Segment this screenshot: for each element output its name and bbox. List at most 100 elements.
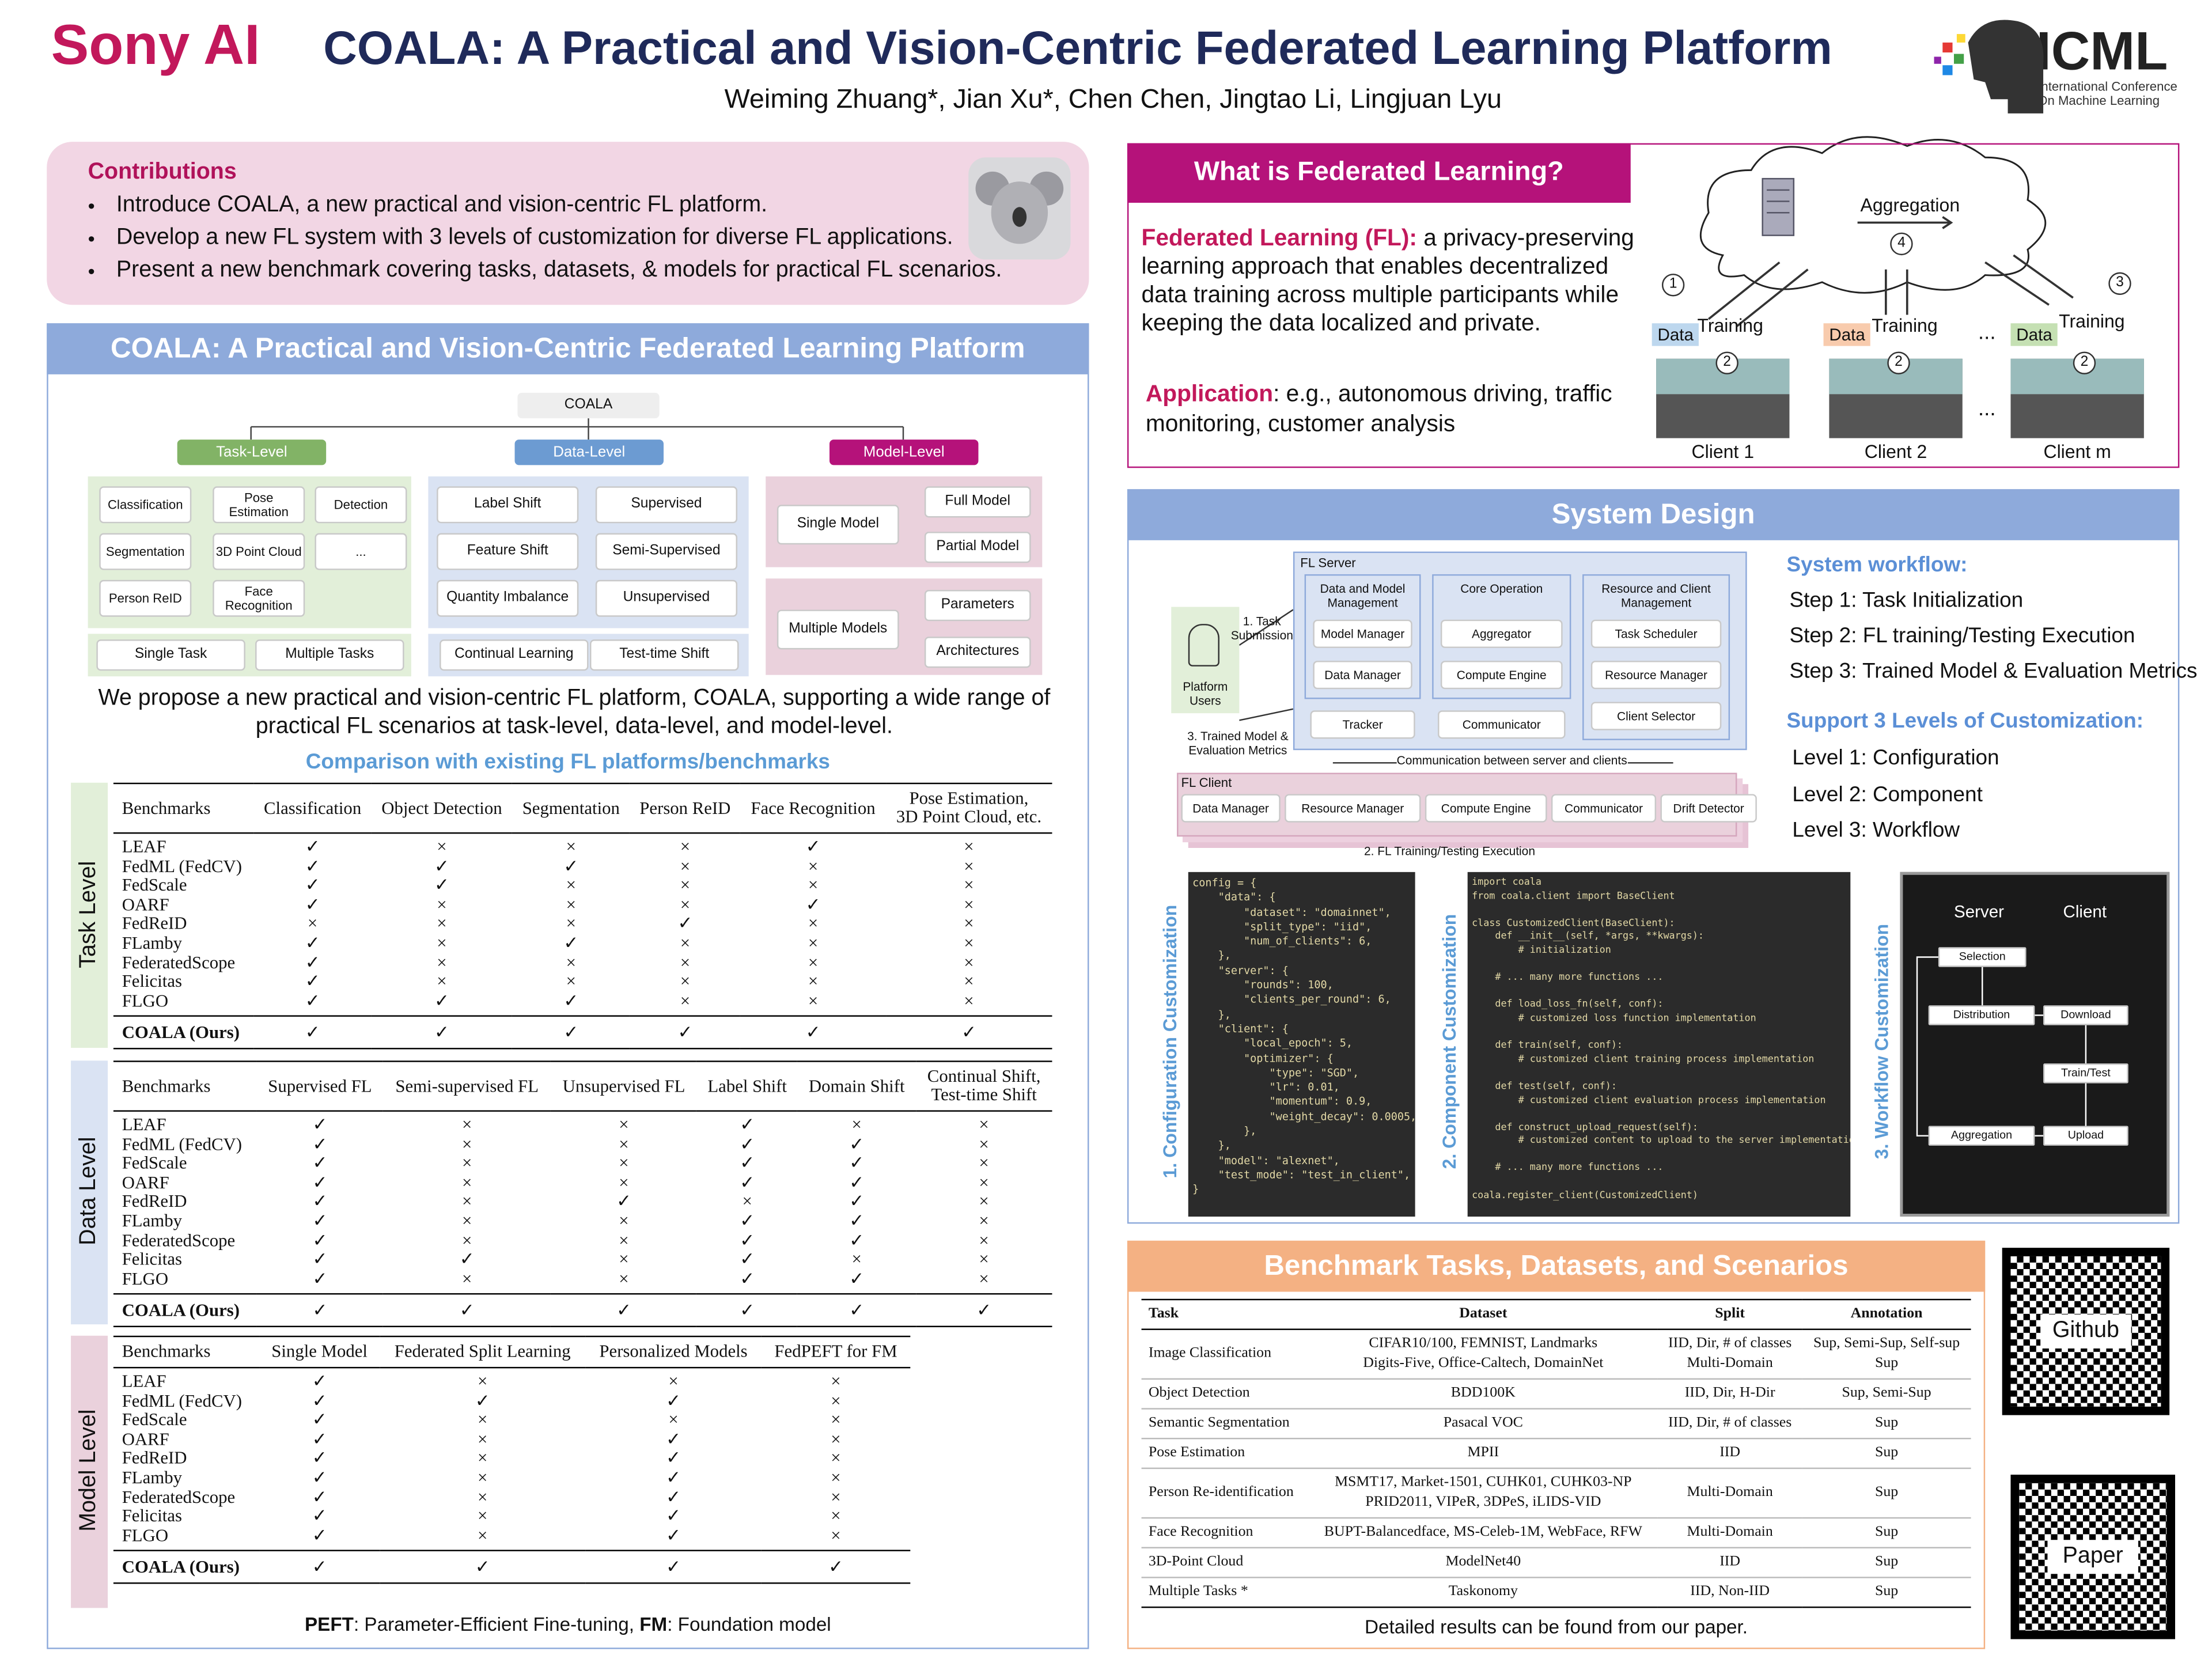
link-label: Paper [2047, 1540, 2138, 1574]
model-option: Parameters [924, 589, 1031, 622]
column-header: Face Recognition [740, 782, 886, 834]
cell: ✓ [312, 1525, 327, 1546]
cell: Person Re-identification [1141, 1468, 1309, 1519]
cell: ✓ [312, 1230, 328, 1250]
ours-row: COALA (Ours) ✓ ✓ ✓ ✓ [113, 1550, 911, 1585]
code-label: 1. Configuration Customization [1159, 904, 1181, 1179]
bullet: • [88, 259, 95, 282]
cell: COALA (Ours) [113, 1016, 254, 1050]
task-item: ... [315, 533, 407, 570]
cell: ✓ [740, 1172, 755, 1192]
customization-title: Support 3 Levels of Customization: [1786, 709, 2144, 733]
data-item: Unsupervised [595, 579, 737, 617]
conference-full: International Conference On Machine Lear… [2037, 79, 2177, 108]
cell: × [964, 855, 974, 876]
cell: ✓ [459, 1249, 475, 1270]
cell: ✓ [312, 1211, 328, 1231]
cell: Sup, Semi-Sup, Self-sup Sup [1802, 1329, 1971, 1380]
cell: × [964, 875, 974, 895]
cell: OARF [122, 1429, 169, 1449]
cell: IID, Dir, H-Dir [1657, 1378, 1802, 1410]
cell: ✓ [312, 1153, 328, 1173]
training-label: Training [2059, 310, 2125, 332]
task-item: 3D Point Cloud [213, 533, 305, 570]
server-item: Aggregator [1440, 619, 1563, 648]
column-header: Single Model [259, 1335, 380, 1369]
table-row: FederatedScope ✓ × ✓ × [113, 1487, 910, 1508]
header-row: Task Dataset Split Annotation [1141, 1298, 1971, 1330]
server-item: Resource Manager [1590, 661, 1722, 690]
user-icon [1188, 624, 1219, 666]
server-item: Client Selector [1590, 702, 1722, 730]
table-row: FedReID ✓ × ✓ × [113, 1448, 910, 1469]
cell: ✓ [696, 1293, 798, 1328]
footnote-term: FM [639, 1613, 668, 1635]
cell: ✓ [666, 1390, 681, 1411]
cell: FederatedScope [122, 1230, 236, 1250]
table-row: Object Detection BDD100K IID, Dir, H-Dir Su… [1141, 1378, 1971, 1410]
footnote: PEFT: Parameter-Efficient Fine-tuning, F… [47, 1613, 1089, 1635]
cell: FLamby [122, 1211, 182, 1231]
column-header: Classification [253, 782, 372, 834]
table-row: FederatedScope ✓ × × ✓ ✓ × [113, 1230, 1052, 1251]
footnote-text: : Foundation model [667, 1613, 831, 1635]
cell: × [478, 1448, 488, 1468]
cell: Object Detection [1141, 1378, 1309, 1410]
customization-level: Level 2: Component [1792, 782, 1983, 806]
cell: ✓ [849, 1134, 865, 1154]
cell: × [566, 894, 576, 915]
cell: ✓ [253, 1016, 372, 1050]
table-row: OARF ✓ × × ✓ ✓ × [113, 1172, 1052, 1193]
cell: ✓ [475, 1390, 490, 1411]
cell: × [680, 952, 691, 972]
fl-application: Application: e.g., autonomous driving, t… [1146, 380, 1635, 440]
cell: × [437, 914, 447, 934]
table-row: OARF ✓ × × × ✓ × [113, 894, 1052, 915]
data-item: Feature Shift [437, 533, 579, 570]
cell: × [462, 1268, 472, 1289]
data-item: Quantity Imbalance [437, 579, 579, 617]
term: Application [1145, 381, 1274, 407]
cell: FLGO [122, 1525, 169, 1546]
cell: ✓ [563, 990, 579, 1011]
cell: × [964, 971, 974, 991]
cell: × [478, 1467, 488, 1488]
cell: ✓ [305, 836, 320, 857]
client-item: Drift Detector [1660, 794, 1757, 823]
cell: ✓ [666, 1525, 681, 1546]
column-header: Semi-supervised FL [383, 1060, 551, 1112]
table-row: Felicitas ✓ × ✓ × [113, 1507, 910, 1527]
level-side [71, 782, 108, 1048]
workflow-step: Step 1: Task Initialization [1789, 588, 2024, 613]
table-row: Semantic Segmentation Pasacal VOC IID, Dir… [1141, 1408, 1971, 1440]
cell: ✓ [305, 971, 320, 991]
cell: IID, Dir, # of classes Multi-Domain [1657, 1329, 1802, 1380]
cell: × [478, 1525, 488, 1546]
cell: ✓ [740, 1268, 755, 1289]
column-header: Object Detection [371, 782, 513, 834]
cell: × [831, 1525, 841, 1546]
cell: Sup [1802, 1468, 1971, 1519]
cell: Sup, Semi-Sup [1802, 1378, 1971, 1410]
level-side-label: Data Level [76, 1137, 101, 1245]
column-header: Task [1141, 1298, 1309, 1330]
level-side [71, 1060, 108, 1325]
server-item: Tracker [1310, 710, 1415, 739]
ours-row: COALA (Ours) ✓ ✓ ✓ ✓ ✓ ✓ [113, 1293, 1052, 1328]
training-label: Training [1697, 315, 1763, 336]
header-row: Benchmarks Classification Object Detection… [113, 782, 1052, 834]
cell: IID, Non-IID [1657, 1577, 1802, 1608]
cell: ✓ [312, 1249, 328, 1270]
table-row: FedReID ✓ × ✓ × ✓ × [113, 1192, 1052, 1212]
cell: ✓ [312, 1268, 328, 1289]
table-row: FedML (FedCV) ✓ ✓ ✓ × × × [113, 857, 1052, 876]
cell: Pose Estimation [1141, 1438, 1309, 1469]
cell: Sup [1802, 1518, 1971, 1548]
cell: × [831, 1467, 841, 1488]
cell: × [808, 933, 819, 953]
data-item: Supervised [595, 486, 737, 524]
table-row: Pose Estimation MPII IID Sup [1141, 1438, 1971, 1469]
cell: ✓ [797, 1293, 916, 1328]
wf-step: Selection [1938, 947, 2027, 967]
cell: Felicitas [122, 971, 182, 991]
